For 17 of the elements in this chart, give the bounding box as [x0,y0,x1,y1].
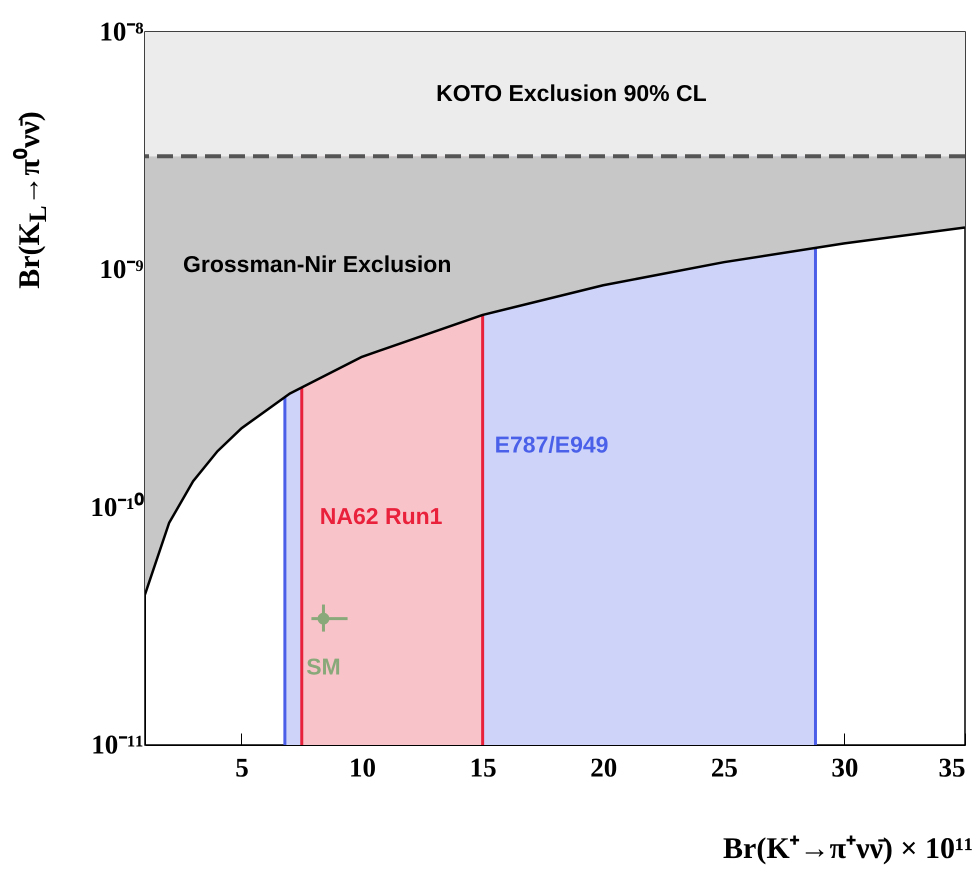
x-tick-label: 30 [831,752,858,782]
x-tick-label: 25 [710,752,738,782]
x-tick-label: 10 [349,752,376,782]
y-tick-label: 10⁻¹⁰ [90,492,144,522]
y-tick-label: 10⁻¹¹ [91,730,144,760]
x-tick-label: 5 [235,752,249,782]
x-tick-label: 15 [470,752,497,782]
y-tick-label: 10⁻⁸ [99,16,144,46]
x-axis-title: Br(K⁺→π⁺νν̄) × 10¹¹ [723,831,973,867]
x-tick-label: 35 [938,752,966,782]
series-label: SM [306,654,341,680]
band-label: KOTO Exclusion 90% CL [436,80,707,106]
band-label: E787/E949 [494,432,608,458]
band-label: NA62 Run1 [320,502,443,529]
x-tick-label: 20 [590,752,618,782]
y-tick-label: 10⁻⁹ [99,254,144,284]
series-label: Grossman-Nir Exclusion [183,251,452,278]
